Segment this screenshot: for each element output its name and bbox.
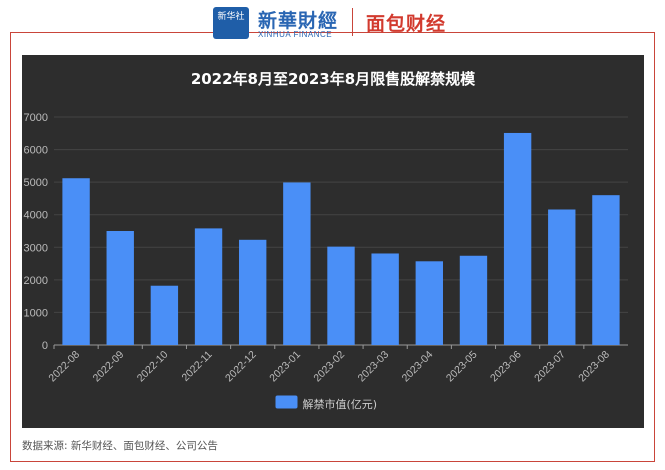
logo-divider — [352, 8, 353, 36]
x-tick-label: 2022-08 — [46, 349, 82, 385]
x-tick-label: 2023-02 — [311, 349, 347, 385]
bar — [592, 195, 620, 345]
y-tick-label: 4000 — [24, 210, 48, 222]
legend-swatch — [275, 395, 298, 409]
x-tick-label: 2023-03 — [356, 349, 392, 385]
x-tick-label: 2023-07 — [532, 349, 568, 385]
chart-panel: 2022年8月至2023年8月限售股解禁规模 0 1000 2000 3000 4000… — [22, 55, 644, 428]
x-tick-label: 2023-08 — [576, 349, 612, 385]
bar — [239, 239, 267, 345]
partner-logo: 面包财经 — [366, 13, 447, 35]
bar — [371, 253, 399, 345]
y-tick-label: 6000 — [24, 145, 48, 157]
x-tick-label: 2023-04 — [400, 349, 436, 385]
x-tick-label: 2023-06 — [488, 349, 524, 385]
x-tick-label: 2022-12 — [223, 349, 259, 385]
y-tick-label: 0 — [42, 340, 48, 352]
bar — [283, 182, 311, 345]
bar — [415, 261, 443, 345]
bar — [459, 255, 488, 345]
y-tick-label: 2000 — [24, 275, 48, 287]
x-tick-label: 2022-09 — [91, 349, 127, 385]
x-tick-label: 2023-05 — [444, 349, 480, 385]
y-tick-label: 5000 — [24, 177, 48, 189]
xinhua-finance-sub: XINHUA FINANCE — [258, 30, 333, 39]
x-tick-label: 2023-01 — [267, 349, 303, 385]
header: 新华社 新華財經 XINHUA FINANCE 面包财经 — [0, 0, 665, 44]
y-tick-label: 1000 — [24, 307, 48, 319]
bar — [194, 228, 223, 345]
xinhua-finance-logo: 新華財經 — [258, 10, 339, 32]
bar — [106, 231, 134, 345]
bar — [503, 132, 532, 345]
legend-label: 解禁市值(亿元) — [303, 397, 378, 411]
bar — [62, 178, 90, 345]
outer-frame — [10, 32, 655, 462]
x-tick-label: 2022-10 — [135, 349, 171, 385]
source-note: 数据来源: 新华财经、面包财经、公司公告 — [22, 440, 218, 452]
y-tick-label: 7000 — [24, 112, 48, 124]
bar — [327, 246, 355, 345]
bar — [548, 209, 576, 345]
y-tick-label: 3000 — [24, 242, 48, 254]
chart-title: 2022年8月至2023年8月限售股解禁规模 — [190, 70, 476, 88]
xinhua-badge: 新华社 — [213, 7, 249, 39]
bar — [150, 285, 179, 345]
x-tick-label: 2022-11 — [179, 349, 214, 384]
